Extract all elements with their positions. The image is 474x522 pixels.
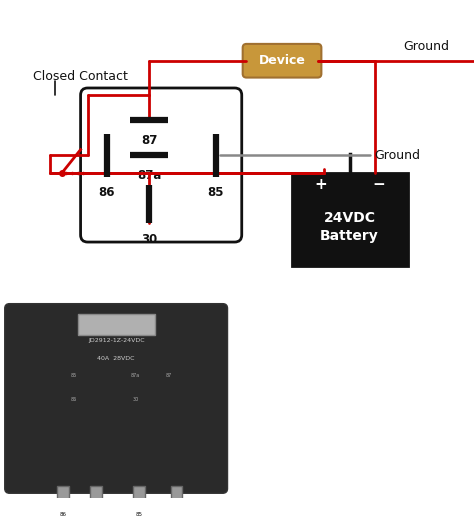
- Text: 86: 86: [59, 512, 66, 517]
- Text: Ground: Ground: [403, 40, 449, 53]
- Text: 40A  28VDC: 40A 28VDC: [97, 357, 135, 361]
- Bar: [57, 486, 69, 505]
- Text: 87: 87: [165, 373, 172, 378]
- Text: −: −: [372, 177, 385, 192]
- Text: 87a: 87a: [137, 170, 162, 183]
- Text: +: +: [314, 177, 327, 192]
- Bar: [171, 486, 182, 505]
- Text: Ground: Ground: [374, 149, 420, 162]
- Text: 87: 87: [141, 135, 157, 148]
- FancyBboxPatch shape: [5, 304, 228, 493]
- FancyBboxPatch shape: [243, 44, 321, 78]
- Text: 85: 85: [207, 186, 224, 199]
- Bar: [133, 486, 145, 505]
- FancyBboxPatch shape: [81, 88, 242, 242]
- Text: 24VDC
Battery: 24VDC Battery: [320, 211, 379, 243]
- Text: 30: 30: [141, 233, 157, 246]
- Text: JD2912-1Z-24VDC: JD2912-1Z-24VDC: [88, 338, 145, 343]
- Bar: [292, 173, 408, 266]
- Text: 87a: 87a: [131, 373, 140, 378]
- Text: 86: 86: [71, 397, 77, 402]
- Text: Device: Device: [259, 54, 305, 67]
- Text: Closed Contact: Closed Contact: [33, 69, 128, 82]
- Text: 30: 30: [132, 397, 139, 402]
- Text: 86: 86: [99, 186, 115, 199]
- Bar: [90, 486, 102, 505]
- Text: 85: 85: [71, 373, 77, 378]
- Text: 85: 85: [135, 512, 142, 517]
- Bar: [78, 314, 155, 336]
